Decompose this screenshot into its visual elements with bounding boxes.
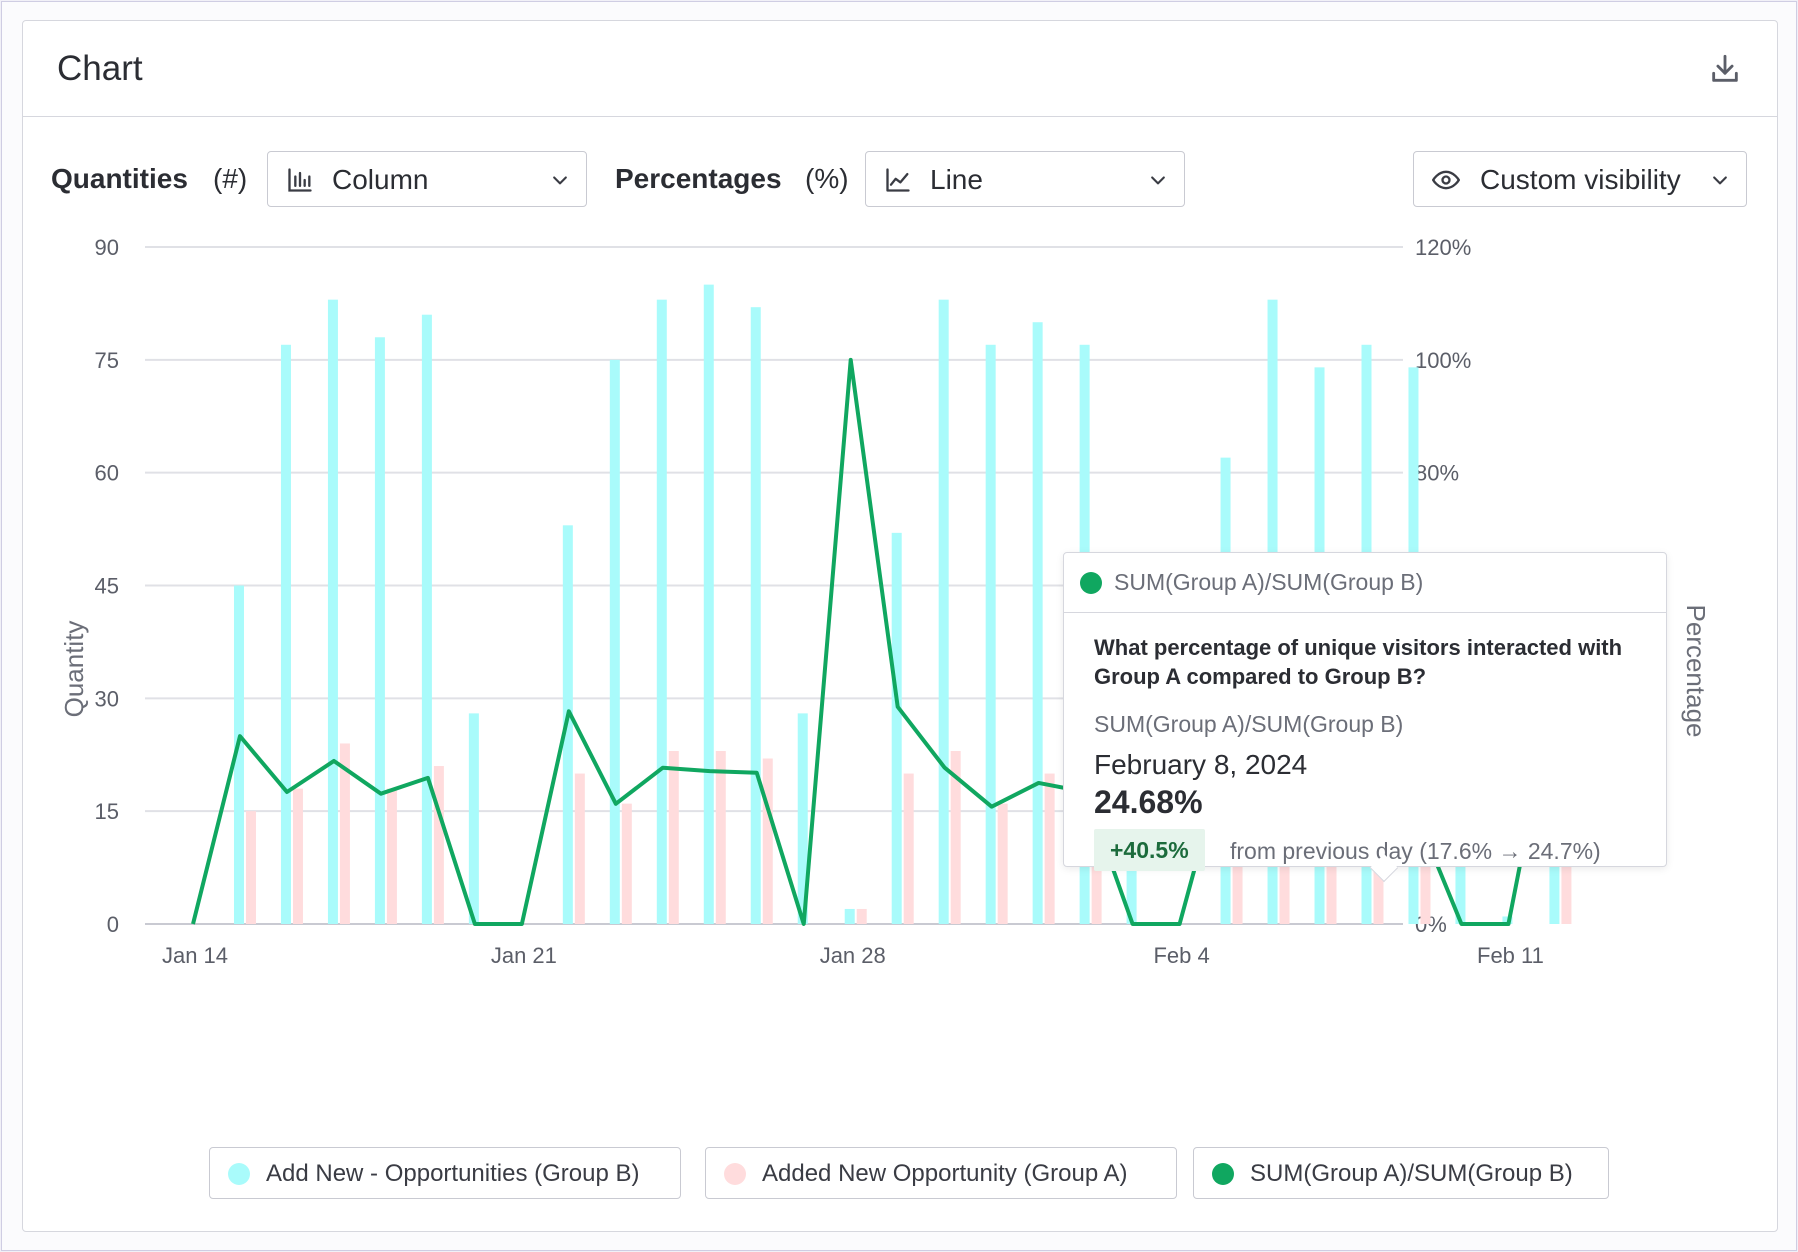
bar-group-a bbox=[668, 750, 679, 924]
tooltip-metric: SUM(Group A)/SUM(Group B) bbox=[1094, 711, 1404, 737]
y-tick-label: 75 bbox=[95, 348, 119, 373]
bar-group-b bbox=[703, 284, 714, 925]
y2-tick-label: 120% bbox=[1415, 235, 1471, 260]
series-color-dot bbox=[1080, 572, 1102, 594]
quantities-type-select[interactable]: Column bbox=[267, 151, 587, 207]
y-tick-label: 45 bbox=[95, 574, 119, 599]
column-chart-icon bbox=[288, 168, 312, 192]
y2-tick-label: 0% bbox=[1415, 912, 1447, 937]
tooltip-date: February 8, 2024 bbox=[1094, 749, 1308, 780]
y-tick-label: 60 bbox=[95, 461, 119, 486]
legend-item-group-b[interactable]: Add New - Opportunities (Group B) bbox=[209, 1147, 681, 1199]
y-axis-label: Quantity bbox=[59, 621, 89, 718]
bar-group-b bbox=[468, 713, 479, 924]
x-tick-label: Feb 11 bbox=[1477, 943, 1544, 968]
chart-card: Chart Quantities (#) Column Percentages … bbox=[22, 20, 1778, 1232]
legend-label: Add New - Opportunities (Group B) bbox=[266, 1160, 640, 1187]
bar-group-b bbox=[985, 344, 996, 924]
bar-group-a bbox=[1326, 826, 1337, 924]
bar-group-b bbox=[750, 307, 761, 925]
data-tooltip: SUM(Group A)/SUM(Group B) What percentag… bbox=[1063, 552, 1667, 883]
bar-group-b bbox=[374, 337, 385, 924]
y2-axis-label: Percentage bbox=[1681, 605, 1711, 738]
bar-group-b bbox=[421, 314, 432, 924]
bar-group-a bbox=[1420, 811, 1431, 924]
quantities-type-value: Column bbox=[332, 164, 429, 195]
bar-group-a bbox=[292, 788, 303, 924]
chart-legend: Add New - Opportunities (Group B) Added … bbox=[23, 1147, 1777, 1201]
y-tick-label: 0 bbox=[107, 912, 119, 937]
y-tick-label: 15 bbox=[95, 799, 119, 824]
custom-visibility-select[interactable]: Custom visibility bbox=[1413, 151, 1747, 207]
tooltip-change-text: from previous day (17.6% → 24.7%) bbox=[1230, 838, 1601, 864]
bar-group-b bbox=[1032, 322, 1043, 924]
legend-dot bbox=[1212, 1163, 1234, 1185]
bar-group-a bbox=[386, 788, 397, 924]
bar-group-a bbox=[621, 803, 632, 924]
change-badge: +40.5% bbox=[1094, 829, 1205, 871]
y-tick-label: 30 bbox=[95, 686, 119, 711]
eye-icon bbox=[1432, 170, 1460, 190]
legend-label: SUM(Group A)/SUM(Group B) bbox=[1250, 1160, 1573, 1187]
download-button[interactable] bbox=[1703, 47, 1747, 91]
x-tick-label: Jan 14 bbox=[162, 943, 228, 968]
left-axis-ticks: 0 15 30 45 60 75 90 bbox=[95, 235, 119, 937]
bar-group-b bbox=[656, 299, 667, 925]
bar-group-a bbox=[574, 773, 585, 924]
line-chart-icon bbox=[886, 168, 910, 192]
y-tick-label: 90 bbox=[95, 235, 119, 260]
page-title: Chart bbox=[57, 49, 143, 88]
legend-label: Added New Opportunity (Group A) bbox=[762, 1160, 1128, 1187]
bar-group-a bbox=[950, 750, 961, 924]
tooltip-value: 24.68% bbox=[1094, 784, 1203, 820]
chevron-down-icon bbox=[553, 176, 567, 185]
bar-group-b bbox=[280, 344, 291, 924]
bar-group-a bbox=[339, 743, 350, 924]
card-header: Chart bbox=[23, 21, 1777, 117]
percentages-label: Percentages bbox=[615, 163, 782, 194]
bar-group-a bbox=[903, 773, 914, 924]
bar-group-a bbox=[856, 908, 867, 924]
download-icon bbox=[1712, 54, 1738, 82]
legend-dot bbox=[228, 1163, 250, 1185]
bar-group-a bbox=[715, 750, 726, 924]
bar-group-b bbox=[327, 299, 338, 925]
legend-dot bbox=[724, 1163, 746, 1185]
bar-group-a bbox=[997, 803, 1008, 924]
x-tick-label: Jan 21 bbox=[491, 943, 557, 968]
bar-group-b bbox=[938, 299, 949, 925]
y2-tick-label: 80% bbox=[1415, 461, 1459, 486]
bar-group-b bbox=[891, 532, 902, 924]
bar-group-a bbox=[245, 811, 256, 924]
percentages-type-select[interactable]: Line bbox=[865, 151, 1185, 207]
bar-group-b bbox=[844, 908, 855, 924]
legend-item-ratio[interactable]: SUM(Group A)/SUM(Group B) bbox=[1193, 1147, 1609, 1199]
chevron-down-icon bbox=[1713, 176, 1727, 185]
percentages-unit: (%) bbox=[805, 163, 849, 194]
bar-group-a bbox=[1044, 773, 1055, 924]
x-axis-ticks: Jan 14 Jan 21 Jan 28 Feb 4 Feb 11 bbox=[162, 943, 1544, 968]
chart-controls: Quantities (#) Column Percentages (%) Li… bbox=[23, 151, 1777, 207]
x-tick-label: Feb 4 bbox=[1153, 943, 1209, 968]
bar-group-b bbox=[233, 585, 244, 924]
x-tick-label: Jan 28 bbox=[820, 943, 886, 968]
legend-item-group-a[interactable]: Added New Opportunity (Group A) bbox=[705, 1147, 1177, 1199]
tooltip-series-name: SUM(Group A)/SUM(Group B) bbox=[1114, 569, 1424, 595]
chevron-down-icon bbox=[1151, 176, 1165, 185]
bar-group-a bbox=[762, 758, 773, 924]
bar-group-b bbox=[609, 359, 620, 924]
quantities-unit: (#) bbox=[213, 163, 248, 194]
bar-group-a bbox=[433, 766, 444, 924]
y2-tick-label: 100% bbox=[1415, 348, 1471, 373]
percentages-type-value: Line bbox=[930, 164, 983, 195]
tooltip-question: What percentage of unique visitors inter… bbox=[1094, 635, 1623, 689]
custom-visibility-value: Custom visibility bbox=[1480, 164, 1681, 195]
tooltip-header: SUM(Group A)/SUM(Group B) bbox=[1064, 553, 1666, 613]
bar-group-b bbox=[797, 713, 808, 924]
quantities-label: Quantities bbox=[51, 163, 188, 194]
